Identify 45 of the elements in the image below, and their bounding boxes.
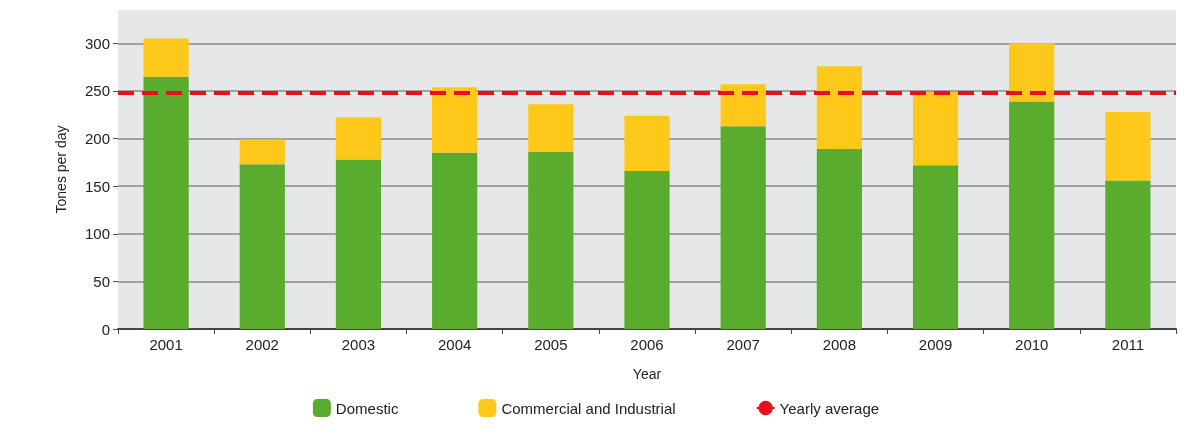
bar bbox=[143, 38, 189, 77]
bar bbox=[1105, 180, 1151, 329]
bar bbox=[720, 126, 766, 329]
bar bbox=[239, 139, 285, 165]
bar bbox=[528, 104, 574, 152]
bar bbox=[1009, 43, 1055, 102]
bar bbox=[432, 152, 478, 329]
bar bbox=[432, 87, 478, 153]
x-tick-label: 2001 bbox=[149, 336, 183, 353]
legend-label: Yearly average bbox=[779, 399, 880, 417]
x-axis-title: Year bbox=[632, 366, 662, 382]
y-tick-label: 0 bbox=[101, 320, 110, 338]
x-tick-label: 2002 bbox=[245, 336, 279, 353]
bar bbox=[720, 84, 766, 127]
y-tick-label: 300 bbox=[84, 34, 110, 52]
bar bbox=[912, 165, 959, 329]
x-tick-label: 2006 bbox=[630, 336, 664, 353]
x-tick-label: 2011 bbox=[1111, 336, 1145, 353]
bar bbox=[528, 151, 574, 329]
legend-label: Domestic bbox=[335, 399, 399, 417]
bar bbox=[816, 66, 862, 150]
x-tick-label: 2007 bbox=[726, 336, 760, 353]
bar bbox=[624, 115, 670, 171]
y-tick-label: 50 bbox=[93, 272, 110, 290]
x-tick-label: 2005 bbox=[534, 336, 568, 353]
x-tick-label: 2004 bbox=[437, 336, 472, 353]
bar bbox=[1009, 101, 1055, 329]
x-tick-label: 2003 bbox=[341, 336, 376, 353]
bar bbox=[335, 159, 382, 329]
bar bbox=[239, 164, 285, 329]
bar bbox=[912, 91, 959, 166]
x-tick-label: 2010 bbox=[1015, 336, 1049, 353]
bar bbox=[143, 76, 189, 329]
y-tick-label: 150 bbox=[84, 177, 110, 195]
x-tick-label: 2008 bbox=[822, 336, 857, 353]
y-tick-label: 200 bbox=[84, 130, 110, 148]
y-tick-label: 100 bbox=[84, 225, 110, 243]
bar bbox=[624, 170, 670, 329]
legend-label: Commercial and Industrial bbox=[501, 399, 676, 417]
bar bbox=[816, 149, 862, 329]
x-tick-label: 2009 bbox=[918, 336, 953, 353]
bar bbox=[1105, 111, 1151, 181]
y-axis-title: Tones per day bbox=[53, 125, 69, 214]
bar bbox=[335, 117, 382, 160]
y-tick-label: 250 bbox=[84, 82, 110, 100]
